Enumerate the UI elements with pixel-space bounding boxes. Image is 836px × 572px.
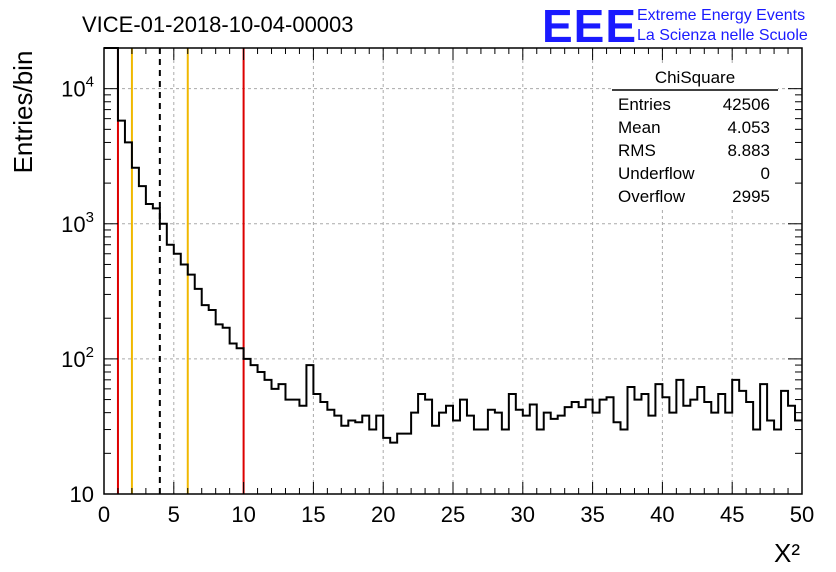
stats-row-value: 4.053 (727, 118, 770, 137)
stats-rows: Entries 42506 Mean 4.053 RMS 8.883 Underflow 0 O… (618, 95, 770, 206)
eee-logo-line2: La Scienza nelle Scuole (637, 27, 808, 44)
y-tick-label: 102 (61, 344, 94, 372)
x-tick-label: 10 (231, 502, 255, 527)
eee-logo-line1: Extreme Energy Events (637, 7, 805, 24)
x-tick-label: 5 (168, 502, 180, 527)
x-tick-label: 35 (580, 502, 604, 527)
x-tick-label: 45 (720, 502, 744, 527)
stats-row-label: Overflow (618, 187, 686, 206)
stats-box: ChiSquare Entries 42506 Mean 4.053 RMS 8.883 U… (612, 64, 778, 210)
plot-frame (103, 47, 803, 495)
y-tick-label: 10 (70, 482, 94, 507)
stats-row-value: 2995 (732, 187, 770, 206)
stats-row-label: Entries (618, 95, 671, 114)
x-tick-label: 40 (650, 502, 674, 527)
stats-row-value: 42506 (723, 95, 770, 114)
y-tick-label: 104 (61, 74, 94, 102)
x-tick-label: 15 (301, 502, 325, 527)
x-tick-label: 0 (98, 502, 110, 527)
eee-logo-text: EEE (542, 0, 637, 52)
chart-title: VICE-01-2018-10-04-00003 (82, 12, 354, 37)
stats-row-label: Mean (618, 118, 661, 137)
stats-row-value: 0 (761, 164, 770, 183)
stats-row-label: Underflow (618, 164, 695, 183)
stats-title: ChiSquare (655, 68, 735, 87)
y-axis-label: Entries/bin (8, 51, 38, 174)
x-tick-labels: 0 5 10 15 20 25 30 35 40 45 50 (98, 502, 814, 527)
x-tick-label: 25 (441, 502, 465, 527)
x-axis-label: X² (774, 538, 800, 568)
eee-logo: EEE Extreme Energy Events La Scienza nel… (542, 0, 808, 52)
stats-row-value: 8.883 (727, 141, 770, 160)
x-tick-label: 30 (511, 502, 535, 527)
y-tick-labels: 10 102 103 104 (61, 74, 94, 507)
x-tick-label: 20 (371, 502, 395, 527)
stats-row-label: RMS (618, 141, 656, 160)
y-tick-label: 103 (61, 209, 94, 237)
histogram-series (104, 47, 802, 444)
x-tick-label: 50 (790, 502, 814, 527)
